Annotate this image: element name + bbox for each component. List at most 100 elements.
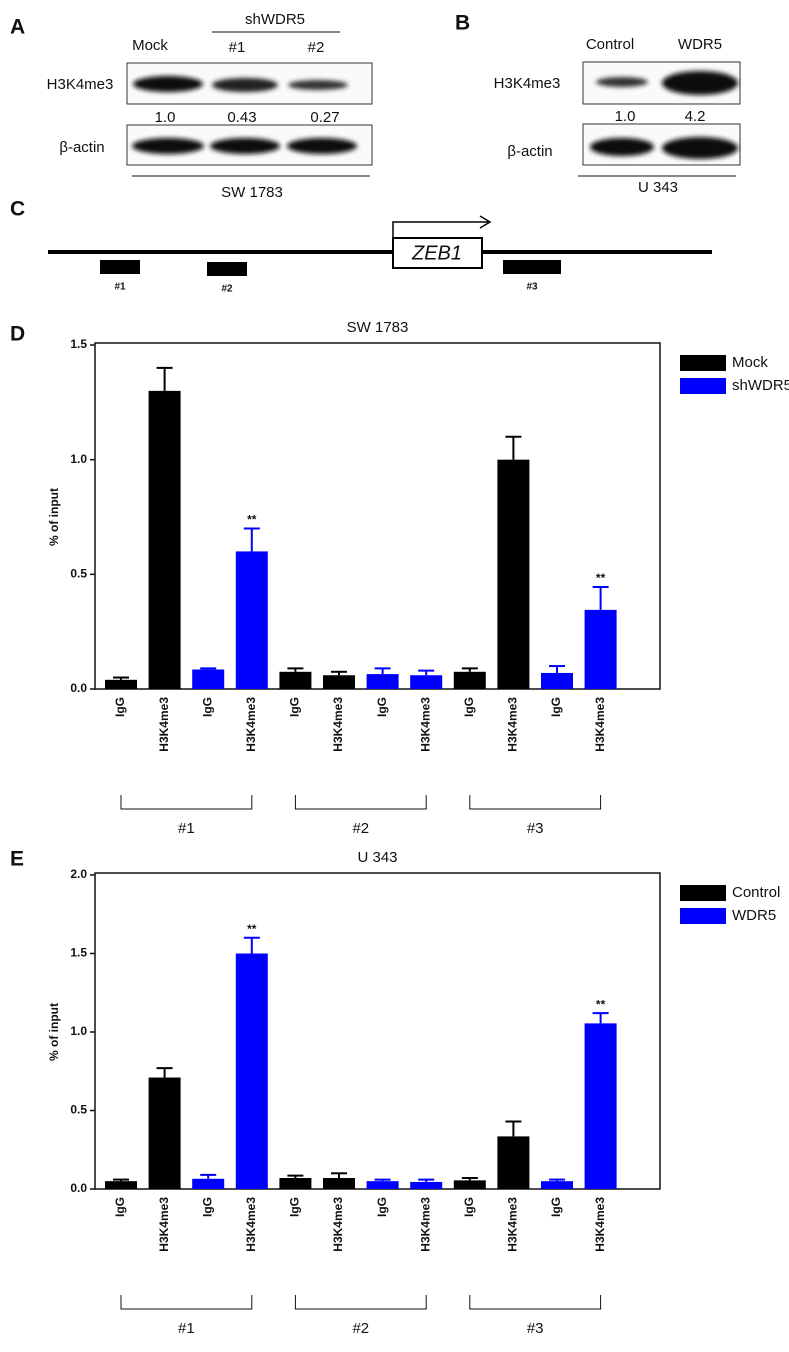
panel-label: C (10, 198, 25, 221)
x-tick-label: IgG (200, 697, 214, 717)
group-bracket (294, 795, 427, 810)
row-label: H3K4me3 (494, 75, 561, 92)
region-label: #1 (114, 282, 126, 293)
bar (453, 671, 486, 689)
x-tick-label: IgG (200, 1197, 214, 1217)
group-bracket (469, 795, 602, 810)
quant: 0.27 (310, 109, 339, 126)
x-tick-label: H3K4me3 (593, 1197, 607, 1252)
x-tick-label: IgG (288, 697, 302, 717)
bar (584, 609, 617, 689)
x-tick-label: IgG (113, 697, 127, 717)
x-tick-label: IgG (113, 1197, 127, 1217)
group-label: #2 (352, 1320, 369, 1337)
y-tick-label: 1.5 (70, 946, 87, 960)
x-tick-label: H3K4me3 (593, 697, 607, 752)
bar (192, 1178, 225, 1189)
bar (279, 671, 312, 689)
group-bracket (120, 795, 253, 810)
x-tick-label: H3K4me3 (506, 697, 520, 752)
x-tick-label: H3K4me3 (244, 1197, 258, 1252)
bar (497, 459, 530, 689)
group-bracket (120, 1295, 253, 1310)
y-tick-label: 1.5 (70, 337, 87, 351)
group-label: #1 (178, 1320, 195, 1337)
bar (410, 675, 443, 689)
row-label: β-actin (507, 143, 552, 160)
lane-label: Mock (132, 37, 168, 54)
x-tick-label: H3K4me3 (157, 1197, 171, 1252)
x-tick-label: IgG (549, 1197, 563, 1217)
region-label: #2 (221, 284, 233, 295)
bar (105, 679, 137, 689)
cell-line: U 343 (638, 179, 678, 196)
y-tick-label: 0.5 (70, 567, 87, 581)
gene-name: ZEB1 (411, 242, 462, 264)
y-axis-label: % of input (47, 1003, 61, 1061)
significance: ** (247, 513, 257, 527)
row-label: H3K4me3 (47, 76, 114, 93)
significance: ** (596, 997, 606, 1011)
group-label: #1 (178, 820, 195, 837)
x-tick-label: H3K4me3 (331, 697, 345, 752)
bar (541, 672, 573, 689)
bands (596, 71, 738, 95)
group-bracket (469, 1295, 602, 1310)
legend-label: WDR5 (732, 907, 776, 924)
y-axis-label: % of input (47, 488, 61, 546)
x-tick-label: H3K4me3 (418, 1197, 432, 1252)
region-label: #3 (526, 282, 538, 293)
quant: 0.43 (227, 109, 256, 126)
bar (453, 1180, 486, 1189)
group-label: shWDR5 (245, 11, 305, 28)
bar (323, 675, 355, 689)
x-tick-label: IgG (549, 697, 563, 717)
legend-label: Control (732, 884, 780, 901)
region (503, 260, 561, 274)
bands (133, 76, 348, 92)
x-tick-label: IgG (462, 1197, 476, 1217)
bar (497, 1136, 530, 1189)
region (100, 260, 140, 274)
quant: 4.2 (685, 108, 706, 125)
lane-label: #2 (308, 39, 325, 56)
bar (235, 551, 268, 689)
x-tick-label: H3K4me3 (506, 1197, 520, 1252)
lane-label: Control (586, 36, 634, 53)
y-tick-label: 0.0 (70, 681, 87, 695)
bar (323, 1178, 355, 1189)
lane-label: #1 (229, 39, 246, 56)
bar (279, 1178, 312, 1189)
x-tick-label: H3K4me3 (331, 1197, 345, 1252)
row-label: β-actin (59, 139, 104, 156)
significance: ** (596, 571, 606, 585)
tss-arrow (392, 215, 492, 238)
lane-label: WDR5 (678, 36, 722, 53)
bar (366, 1181, 399, 1189)
bar (148, 1077, 181, 1189)
x-tick-label: IgG (288, 1197, 302, 1217)
group-label: #2 (352, 820, 369, 837)
quant: 1.0 (155, 109, 176, 126)
bar (366, 674, 399, 689)
panel-label: D (10, 323, 25, 346)
bar (148, 390, 181, 689)
legend-swatch (680, 355, 726, 371)
panel-label: B (455, 12, 470, 35)
panel-label: E (10, 848, 24, 871)
bar (235, 953, 268, 1189)
bar (105, 1181, 137, 1189)
y-tick-label: 2.0 (70, 867, 87, 881)
x-tick-label: H3K4me3 (157, 697, 171, 752)
bands (132, 138, 357, 154)
x-tick-label: IgG (375, 697, 389, 717)
group-bracket (294, 1295, 427, 1310)
y-tick-label: 0.5 (70, 1103, 87, 1117)
x-tick-label: H3K4me3 (244, 697, 258, 752)
legend-swatch (680, 908, 726, 924)
y-tick-label: 1.0 (70, 1024, 87, 1038)
significance: ** (247, 922, 257, 936)
panel-label: A (10, 16, 25, 39)
bar (410, 1181, 443, 1189)
